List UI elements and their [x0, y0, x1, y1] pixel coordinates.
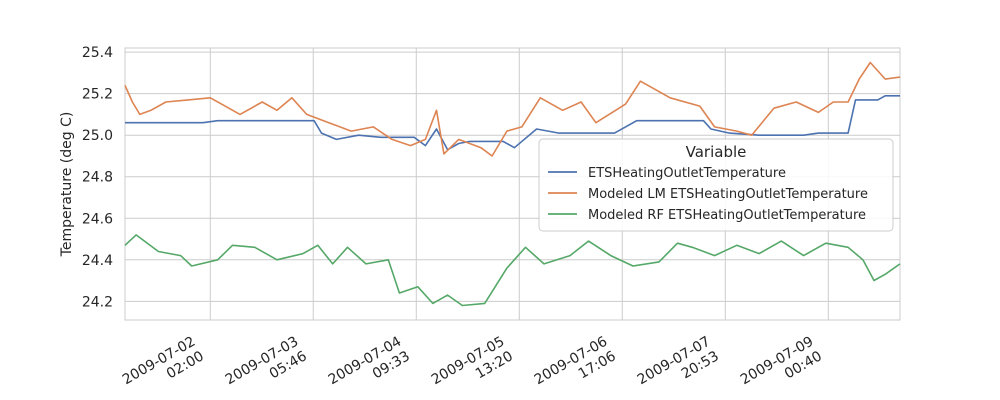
y-tick-label: 24.6 [82, 211, 113, 227]
legend-title: Variable [686, 143, 747, 161]
series-line-1 [125, 95, 900, 151]
legend-box [538, 138, 894, 232]
grid-lines [125, 48, 900, 320]
y-tick-label: 25.0 [82, 128, 113, 144]
y-tick-label: 25.4 [82, 45, 113, 61]
legend-label: Modeled LM ETSHeatingOutletTemperature [588, 187, 868, 202]
y-tick-label: 25.2 [82, 87, 113, 103]
y-tick-label: 24.2 [82, 294, 113, 310]
legend: Variable ETSHeatingOutletTemperature Model… [538, 138, 894, 232]
series-line-2 [124, 61, 901, 157]
legend-label: Modeled RF ETSHeatingOutletTemperature [588, 208, 866, 223]
y-tick-label: 24.4 [82, 253, 113, 269]
y-axis-label: Temperature (deg C) [59, 112, 75, 258]
y-tick-label: 24.8 [82, 170, 113, 186]
series-line-3 [124, 234, 901, 307]
series-lines [124, 61, 901, 307]
legend-label: ETSHeatingOutletTemperature [588, 166, 786, 181]
y-tick-labels: 24.2 24.4 24.6 24.8 25.0 25.2 25.4 [82, 45, 113, 310]
